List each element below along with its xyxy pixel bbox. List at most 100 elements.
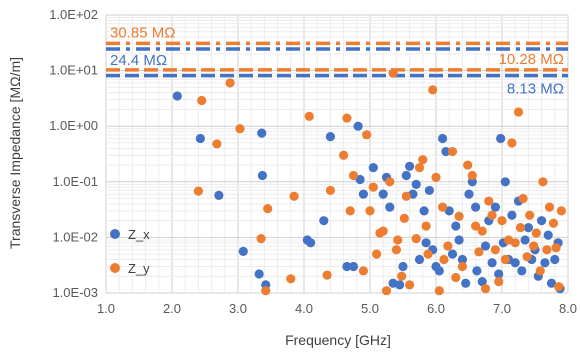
data-point-z-y — [397, 271, 407, 281]
x-tick-label: 7.0 — [493, 301, 511, 316]
data-point-z-y — [434, 286, 444, 296]
data-point-z-y — [471, 221, 481, 231]
reference-line-label: 8.13 MΩ — [507, 81, 564, 98]
data-point-z-x — [438, 133, 448, 144]
data-point-z-x — [480, 241, 491, 251]
data-point-z-x — [355, 174, 365, 185]
data-point-z-y — [500, 254, 510, 265]
data-point-z-y — [339, 150, 349, 160]
x-tick-label: 1.0 — [97, 301, 115, 316]
data-point-z-y — [467, 170, 477, 181]
data-point-z-x — [496, 133, 506, 144]
legend: Z_x Z_y — [110, 227, 150, 276]
data-point-z-y — [544, 202, 555, 212]
data-point-z-y — [358, 266, 368, 276]
data-point-z-y — [261, 286, 271, 296]
data-point-z-y — [477, 226, 487, 236]
data-point-z-y — [304, 111, 314, 122]
y-tick-label: 1.0E+01 — [49, 63, 98, 78]
data-point-z-y — [235, 124, 245, 134]
data-point-z-y — [454, 211, 464, 221]
data-point-z-y — [193, 186, 203, 196]
data-point-z-x — [411, 179, 421, 189]
data-point-z-y — [263, 203, 273, 214]
data-point-z-y — [431, 172, 441, 182]
data-point-z-x — [342, 261, 352, 272]
data-point-z-x — [353, 121, 363, 131]
data-point-z-y — [522, 252, 532, 262]
data-point-z-y — [393, 235, 403, 245]
data-point-z-y — [342, 113, 352, 123]
data-point-z-y — [197, 95, 207, 106]
data-point-z-y — [457, 261, 467, 272]
data-point-z-x — [477, 277, 487, 287]
y-tick-label: 1.0E-03 — [52, 285, 98, 300]
data-point-z-y — [490, 245, 500, 255]
data-point-z-y — [515, 223, 526, 233]
data-point-z-x — [395, 280, 405, 290]
data-point-z-y — [510, 238, 520, 248]
data-point-z-x — [451, 221, 461, 231]
data-point-z-x — [537, 216, 547, 226]
x-tick-label: 2.0 — [163, 301, 181, 316]
data-point-z-y — [484, 196, 494, 206]
data-point-z-y — [480, 283, 491, 294]
data-point-z-y — [447, 146, 458, 157]
data-point-z-x — [490, 202, 500, 212]
legend-marker-z-y — [110, 263, 120, 273]
data-point-z-x — [238, 246, 248, 257]
data-point-z-y — [487, 210, 497, 220]
data-point-z-x — [368, 163, 378, 173]
legend-marker-z-x — [110, 229, 120, 239]
y-tick-label: 1.0E+02 — [49, 7, 98, 22]
data-point-z-y — [443, 241, 453, 251]
x-tick-label: 5.0 — [361, 301, 379, 316]
y-tick-label: 1.0E-01 — [52, 174, 98, 189]
data-point-z-y — [365, 206, 375, 216]
data-point-z-x — [421, 238, 431, 248]
data-point-z-y — [518, 193, 528, 204]
data-point-z-y — [345, 206, 355, 216]
data-point-z-x — [172, 91, 182, 101]
data-point-z-y — [548, 218, 559, 228]
reference-line-label: 30.85 MΩ — [110, 24, 175, 41]
data-point-z-y — [289, 191, 299, 201]
data-point-z-y — [212, 139, 222, 149]
data-point-z-y — [368, 182, 378, 192]
data-point-z-y — [556, 206, 567, 216]
legend-label-z-x: Z_x — [128, 227, 150, 242]
data-point-z-x — [494, 269, 504, 279]
data-point-z-y — [554, 282, 564, 292]
data-point-z-x — [517, 266, 527, 276]
data-point-z-x — [358, 189, 368, 199]
data-point-z-y — [538, 177, 548, 187]
data-point-z-y — [381, 286, 392, 296]
data-point-z-y — [418, 155, 428, 165]
data-point-z-y — [388, 68, 398, 78]
data-point-z-x — [447, 249, 458, 259]
legend-label-z-y: Z_y — [128, 261, 150, 276]
data-points — [172, 68, 567, 296]
data-point-z-x — [306, 238, 316, 248]
data-point-z-x — [467, 177, 477, 187]
data-point-z-x — [398, 261, 408, 272]
data-point-z-x — [441, 146, 451, 157]
data-point-z-x — [385, 202, 395, 212]
reference-annotations: 30.85 MΩ 24.4 MΩ 10.28 MΩ 8.13 MΩ — [110, 24, 564, 97]
data-point-z-x — [543, 230, 553, 240]
data-point-z-y — [378, 226, 388, 236]
data-point-z-y — [463, 160, 473, 170]
data-point-z-x — [348, 261, 359, 272]
data-point-z-x — [419, 206, 429, 216]
data-point-z-y — [513, 107, 524, 117]
data-point-z-x — [523, 223, 534, 233]
data-point-z-y — [525, 210, 535, 220]
data-point-z-y — [497, 216, 507, 226]
reference-line-label: 24.4 MΩ — [110, 52, 167, 69]
data-point-z-x — [500, 177, 510, 187]
data-point-z-y — [529, 241, 539, 251]
data-point-z-x — [378, 189, 388, 199]
data-point-z-y — [507, 138, 517, 148]
data-point-z-x — [507, 210, 517, 220]
